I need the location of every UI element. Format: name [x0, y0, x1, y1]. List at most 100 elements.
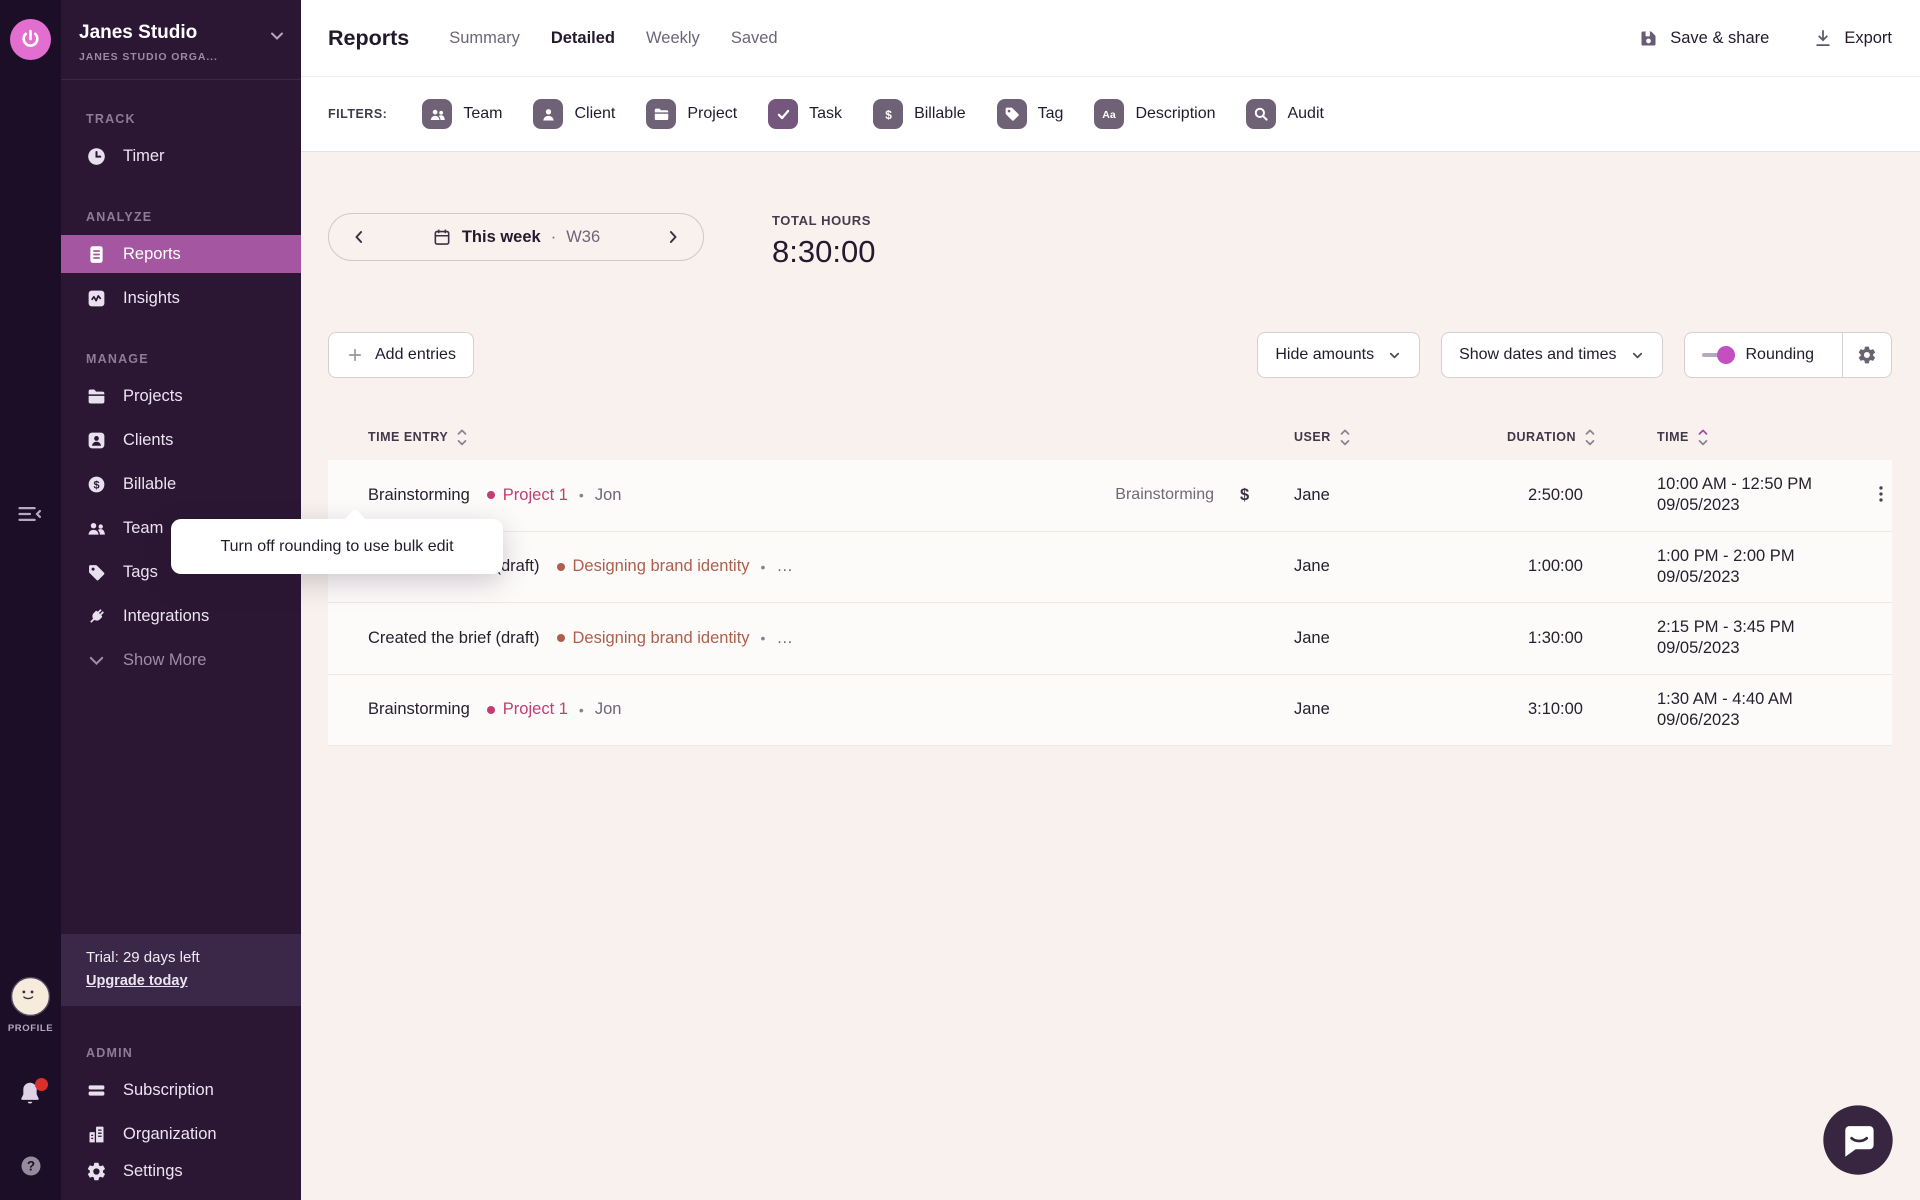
tab-detailed[interactable]: Detailed: [550, 28, 616, 47]
filter-team[interactable]: Team: [422, 99, 502, 129]
filter-description[interactable]: Aa Description: [1094, 99, 1215, 129]
sidebar-item-clients[interactable]: Clients: [61, 421, 301, 459]
insights-icon: [86, 288, 107, 309]
tag-icon: [996, 99, 1027, 129]
entry-client: …: [776, 557, 793, 576]
app-logo[interactable]: [10, 19, 51, 60]
entry-description: Created the brief (draft): [368, 628, 540, 647]
sidebar-item-settings[interactable]: Settings: [61, 1159, 301, 1197]
show-dates-dropdown[interactable]: Show dates and times: [1441, 332, 1663, 378]
sidebar-item-projects[interactable]: Projects: [61, 377, 301, 415]
tag-icon: [86, 562, 107, 583]
table-row[interactable]: Created the brief (draft) Designing bran…: [328, 531, 1892, 603]
magnifier-icon: [1246, 99, 1277, 129]
workspace-switcher[interactable]: Janes Studio JANES STUDIO ORGA...: [61, 0, 301, 80]
row-menu-button[interactable]: [1870, 483, 1892, 507]
title-bar: Reports Summary Detailed Weekly Saved Sa…: [301, 0, 1920, 77]
hide-amounts-dropdown[interactable]: Hide amounts: [1257, 332, 1421, 378]
calendar-icon: [432, 227, 452, 247]
person-icon: [533, 99, 564, 129]
collapse-sidebar-button[interactable]: [16, 500, 44, 528]
prev-week-button[interactable]: [349, 227, 369, 247]
bell-icon: [17, 1080, 44, 1108]
upgrade-link[interactable]: Upgrade today: [86, 973, 188, 989]
time-entries-table: TIME ENTRY USER DURATION: [328, 414, 1892, 746]
floppy-save-icon: [1638, 28, 1659, 49]
entry-project[interactable]: Designing brand identity: [556, 629, 750, 648]
toggle-on-icon: [1701, 346, 1735, 364]
col-header-duration: DURATION: [1506, 430, 1576, 444]
sort-icon[interactable]: [1583, 426, 1597, 449]
section-label-analyze: ANALYZE: [86, 210, 153, 224]
svg-text:Aa: Aa: [1103, 109, 1117, 121]
tab-saved[interactable]: Saved: [730, 28, 778, 47]
filter-tag[interactable]: Tag: [996, 99, 1063, 129]
two-people-icon: [86, 518, 107, 539]
sidebar-item-team[interactable]: Team: [61, 509, 301, 547]
entry-time-range: 2:15 PM - 3:45 PM: [1657, 618, 1795, 637]
sort-icon-active[interactable]: [1696, 426, 1710, 449]
sidebar-item-show-more[interactable]: Show More: [61, 641, 301, 679]
entry-time-range: 1:30 AM - 4:40 AM: [1657, 689, 1793, 708]
sidebar-item-tags[interactable]: Tags: [61, 553, 301, 591]
chat-button[interactable]: [1821, 1103, 1895, 1177]
sidebar-item-billable[interactable]: $ Billable: [61, 465, 301, 503]
profile-avatar[interactable]: [10, 976, 51, 1017]
date-range-button[interactable]: This week · W36: [369, 227, 663, 247]
table-row[interactable]: Brainstorming Project 1 • Jon Brainstorm…: [328, 460, 1892, 532]
people-icon: [422, 99, 453, 129]
entry-duration: 3:10:00: [1527, 700, 1583, 719]
entry-user: Jane: [1294, 485, 1330, 504]
tab-summary[interactable]: Summary: [449, 28, 520, 47]
filters-label: FILTERS:: [328, 107, 388, 121]
chat-bubble-icon: [1821, 1103, 1895, 1177]
table-row[interactable]: Created the brief (draft) Designing bran…: [328, 603, 1892, 675]
rounding-settings-button[interactable]: [1842, 333, 1891, 377]
sidebar-item-reports[interactable]: Reports: [61, 235, 301, 273]
col-header-time: TIME: [1657, 430, 1689, 444]
plus-icon: [346, 346, 364, 364]
table-row[interactable]: Brainstorming Project 1 • Jon Jane 3:10:…: [328, 674, 1892, 746]
dollar-icon: $: [873, 99, 904, 129]
section-label-admin: ADMIN: [86, 1046, 133, 1060]
svg-text:$: $: [93, 479, 99, 491]
entry-client: …: [776, 628, 793, 647]
sidebar-item-subscription[interactable]: Subscription: [61, 1071, 301, 1109]
entry-user: Jane: [1294, 557, 1330, 576]
sidebar-item-organization[interactable]: Organization: [61, 1115, 301, 1153]
sidebar-item-timer[interactable]: Timer: [61, 137, 301, 175]
filter-client[interactable]: Client: [533, 99, 615, 129]
sidebar-item-insights[interactable]: Insights: [61, 279, 301, 317]
filter-task[interactable]: Task: [768, 99, 842, 129]
tab-weekly[interactable]: Weekly: [646, 28, 700, 47]
entry-project[interactable]: Designing brand identity: [556, 557, 750, 576]
chevron-down-icon: [86, 650, 107, 671]
power-icon: [19, 28, 42, 51]
help-button[interactable]: ?: [19, 1154, 43, 1178]
sidebar-item-integrations[interactable]: Integrations: [61, 597, 301, 635]
rounding-toggle[interactable]: Rounding: [1685, 333, 1832, 377]
entry-project[interactable]: Project 1: [486, 700, 568, 719]
entry-project[interactable]: Project 1: [486, 486, 568, 505]
trial-days-left: Trial: 29 days left: [86, 949, 200, 966]
export-button[interactable]: Export: [1813, 28, 1892, 49]
notifications-button[interactable]: [17, 1078, 48, 1108]
total-hours-value: 8:30:00: [772, 234, 876, 269]
sort-icon[interactable]: [1338, 426, 1352, 449]
building-icon: [86, 1124, 107, 1145]
week-number: W36: [566, 227, 601, 246]
billable-indicator: $: [1240, 485, 1250, 504]
entry-user: Jane: [1294, 628, 1330, 647]
project-dot-icon: [556, 562, 565, 571]
save-share-button[interactable]: Save & share: [1638, 28, 1769, 49]
filter-audit[interactable]: Audit: [1246, 99, 1324, 129]
next-week-button[interactable]: [663, 227, 683, 247]
add-entries-button[interactable]: Add entries: [328, 332, 474, 378]
filter-project[interactable]: Project: [646, 99, 737, 129]
entry-date: 09/05/2023: [1657, 567, 1740, 586]
entry-description: Brainstorming: [368, 485, 470, 504]
sidebar: Janes Studio JANES STUDIO ORGA... TRACK …: [61, 0, 301, 1200]
sort-icon[interactable]: [455, 426, 469, 449]
collapse-sidebar-icon: [16, 500, 44, 528]
filter-billable[interactable]: $ Billable: [873, 99, 966, 129]
